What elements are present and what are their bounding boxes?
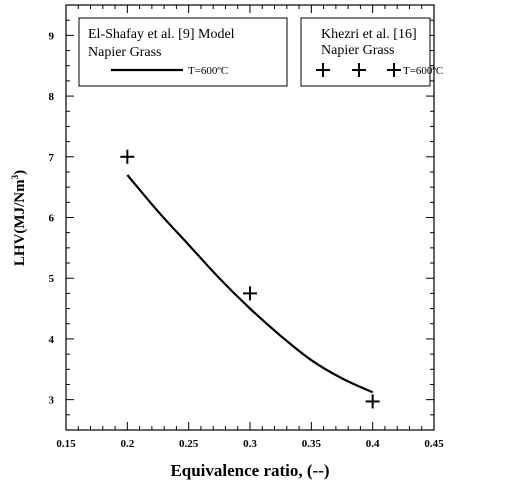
legend-experiment-line2: Napier Grass [321,43,394,58]
legend-experiment-marker-2 [352,63,366,77]
y-axis-label: LHV(MJ/Nm3) [10,170,28,266]
y-tick-label: 7 [49,152,55,164]
x-axis-label: Equivalence ratio, (--) [170,461,329,480]
x-tick-label: 0.2 [120,438,134,450]
y-axis-label-main: LHV(MJ/Nm [12,179,28,266]
y-axis-ticks: 3 4 5 6 7 8 9 [49,4,434,431]
x-axis-ticks: 0.15 0.2 0.25 0.3 0.35 0.4 0.45 [56,5,444,450]
x-tick-label: 0.15 [56,438,76,450]
y-tick-label: 6 [49,213,55,225]
x-tick-label: 0.25 [179,438,199,450]
legend-experiment: Khezri et al. [16] Napier Grass T=600ºC [300,17,443,87]
y-tick-label: 5 [49,273,55,285]
legend-experiment-entry: T=600ºC [403,65,443,77]
legend-experiment-line1: Khezri et al. [16] [321,27,417,42]
y-axis-label-superscript: 3 [10,174,20,179]
series-line-model [126,174,374,394]
x-tick-label: 0.45 [424,438,444,450]
y-axis-label-end: ) [12,170,28,175]
y-tick-label: 4 [49,334,55,346]
x-tick-label: 0.3 [243,438,257,450]
y-tick-label: 9 [49,30,55,42]
x-tick-label: 0.35 [302,438,322,450]
legend-model-box [78,17,288,87]
data-point-plus [120,149,135,164]
legend-experiment-marker-3 [387,63,401,77]
legend-experiment-marker-1 [316,63,330,77]
legend-model-entry: T=600ºC [188,65,228,77]
legend-model-line1: El-Shafay et al. [9] Model [88,27,235,42]
data-marks [120,149,380,409]
data-point-plus [243,286,257,301]
x-tick-label: 0.4 [366,438,380,450]
data-point-plus [365,394,380,409]
y-tick-label: 8 [49,91,55,103]
legend-model-line2: Napier Grass [88,45,161,60]
legend-model: El-Shafay et al. [9] Model Napier Grass … [78,17,288,87]
y-tick-label: 3 [49,395,55,407]
